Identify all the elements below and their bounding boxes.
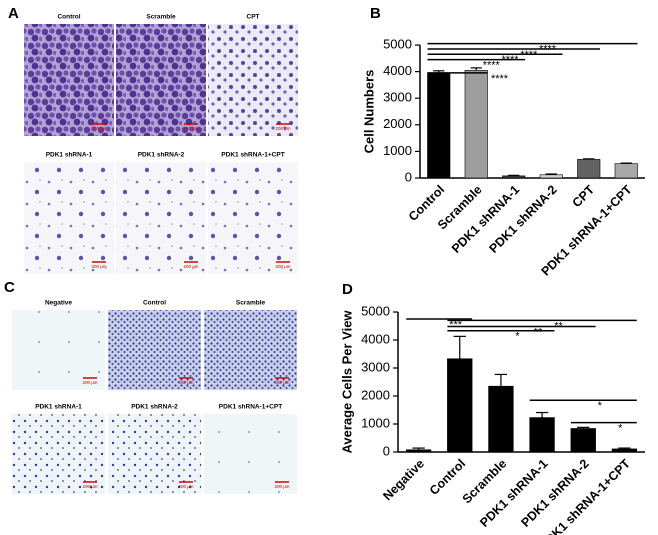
x-tick-label: Control [427,457,468,498]
y-tick-label: 2000 [361,387,390,402]
bar [570,428,596,453]
image-label: PDK1 shRNA-1 [46,152,93,159]
bar [488,385,514,453]
scale-label: 200 μm [275,264,290,269]
micrograph [108,310,201,390]
image-label: PDK1 shRNA-2 [138,152,185,159]
micrograph [116,24,206,136]
panel-letter: D [342,281,353,298]
y-tick-label: 5000 [383,36,412,51]
significance-label: * [618,423,623,435]
image-label: CPT [247,14,260,21]
micrograph [208,24,298,136]
scale-label: 200 μm [274,484,289,489]
bar [577,159,601,179]
bar [405,449,432,453]
bar [427,72,451,179]
scale-label: 200 μm [82,380,97,385]
image-label: PDK1 shRNA-1 [35,404,82,411]
scale-label: 200 μm [178,380,193,385]
y-tick-label: 1000 [383,143,412,158]
scale-label: 200 μm [178,484,193,489]
micrograph [24,162,114,274]
x-tick-label: Negative [380,457,427,504]
y-tick-label: 5000 [361,303,390,318]
y-axis-label: Cell Numbers [361,70,376,154]
significance-label: **** [491,73,509,85]
bar [614,163,638,179]
scale-label: 200 μm [183,264,198,269]
x-tick-label: CPT [570,182,598,210]
image-label: Negative [45,300,72,307]
significance-label: * [515,331,520,343]
significance-label: *** [449,319,463,331]
image-label: PDK1 shRNA-2 [131,404,178,411]
significance-label: ** [534,326,543,338]
scale-label: 200 μm [82,484,97,489]
image-label: PDK1 shRNA-1+CPT [221,152,284,159]
scale-label: 200 μm [91,264,106,269]
image-label: Scramble [236,300,266,307]
micrograph [204,310,297,390]
bar [529,417,555,453]
y-tick-label: 0 [383,443,390,458]
x-tick-label: PDK1 shRNA-2 [486,183,559,256]
micrograph [108,414,201,494]
y-tick-label: 3000 [361,359,390,374]
y-axis-label: Average Cells Per View [339,310,354,454]
x-tick-label: PDK1 shRNA-1 [449,183,522,256]
y-tick-label: 4000 [383,63,412,78]
image-label: PDK1 shRNA-1+CPT [219,404,282,411]
panel-letter: B [370,5,381,22]
bar [464,69,488,179]
micrograph [204,414,297,494]
y-tick-label: 4000 [361,331,390,346]
scale-label: 200 μm [91,126,106,131]
scale-label: 200 μm [183,126,198,131]
panel-letter: C [4,279,15,296]
bar [502,175,526,179]
micrograph [12,310,105,390]
image-label: Control [143,300,166,307]
micrograph [208,162,298,274]
scale-label: 200 μm [274,380,289,385]
micrograph [24,24,114,136]
image-label: Scramble [146,14,176,21]
y-tick-label: 2000 [383,116,412,131]
bar [611,448,638,453]
bar [447,358,473,453]
significance-label: * [598,400,603,412]
image-label: Control [57,14,80,21]
bar [539,174,563,179]
micrograph [116,162,206,274]
micrograph [12,414,105,494]
y-tick-label: 1000 [361,415,390,430]
y-tick-label: 3000 [383,90,412,105]
significance-label: **** [483,60,501,72]
panel-letter: A [8,5,19,22]
y-tick-label: 0 [405,169,412,184]
scale-label: 200 μm [275,126,290,131]
